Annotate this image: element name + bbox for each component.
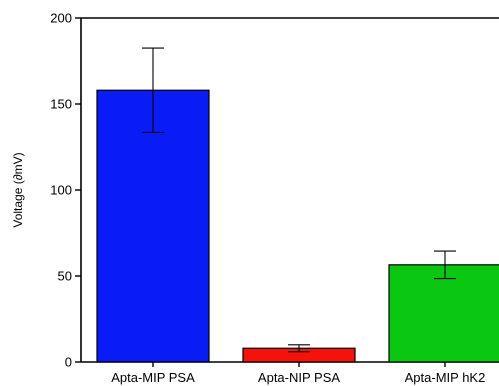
y-axis-ticks: 0 50 100 150 200 bbox=[50, 11, 81, 370]
bar bbox=[388, 264, 499, 363]
error-bars-group bbox=[142, 47, 456, 353]
y-tick-label: 100 bbox=[50, 183, 72, 198]
y-tick-label: 200 bbox=[50, 11, 72, 26]
x-tick-label: Apta-MIP PSA bbox=[111, 370, 195, 385]
y-tick-label: 150 bbox=[50, 97, 72, 112]
y-tick-label: 0 bbox=[65, 355, 72, 370]
x-axis-labels: Apta-MIP PSA Apta-NIP PSA Apta-MIP hK2 bbox=[111, 362, 485, 385]
x-tick-label: Apta-NIP PSA bbox=[258, 370, 340, 385]
bars-group bbox=[96, 89, 499, 363]
bar bbox=[96, 89, 210, 363]
y-axis-label: Voltage (∂mV) bbox=[11, 152, 25, 227]
x-tick-label: Apta-MIP hK2 bbox=[405, 370, 486, 385]
y-tick-label: 50 bbox=[58, 269, 72, 284]
